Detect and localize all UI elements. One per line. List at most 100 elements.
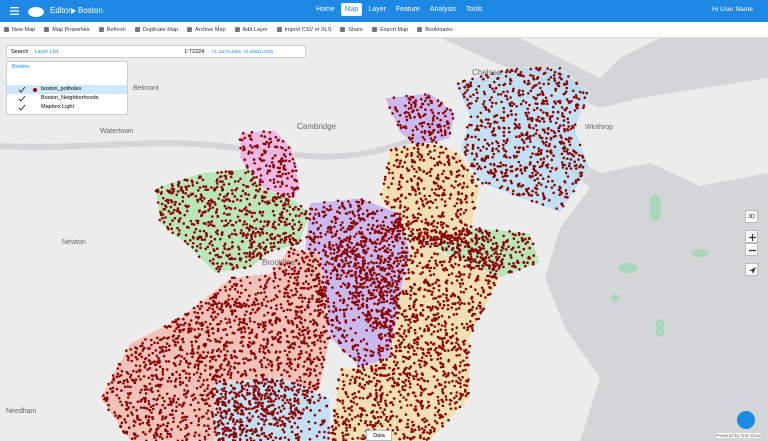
pothole-point[interactable]: [514, 233, 517, 237]
pothole-point[interactable]: [329, 225, 333, 229]
pothole-point[interactable]: [406, 153, 409, 156]
pothole-point[interactable]: [239, 231, 243, 235]
pothole-point[interactable]: [470, 238, 473, 241]
pothole-point[interactable]: [410, 185, 414, 189]
pothole-point[interactable]: [487, 282, 490, 285]
pothole-point[interactable]: [343, 312, 346, 315]
pothole-point[interactable]: [365, 209, 369, 212]
pothole-point[interactable]: [263, 314, 266, 317]
pothole-point[interactable]: [458, 298, 462, 302]
pothole-point[interactable]: [349, 255, 352, 259]
pothole-point[interactable]: [285, 288, 288, 292]
pothole-point[interactable]: [308, 263, 312, 267]
pothole-point[interactable]: [395, 148, 398, 152]
pothole-point[interactable]: [467, 363, 470, 367]
pothole-point[interactable]: [360, 413, 364, 417]
pothole-point[interactable]: [543, 196, 547, 200]
pothole-point[interactable]: [230, 232, 234, 236]
pothole-point[interactable]: [394, 199, 397, 203]
toolbar-button[interactable]: Bookmarks: [417, 27, 453, 33]
pothole-point[interactable]: [540, 148, 543, 152]
pothole-point[interactable]: [562, 124, 565, 127]
pothole-point[interactable]: [357, 208, 361, 212]
pothole-point[interactable]: [246, 233, 249, 236]
pothole-point[interactable]: [341, 334, 344, 338]
pothole-point[interactable]: [363, 383, 367, 387]
pothole-point[interactable]: [333, 410, 337, 413]
pothole-point[interactable]: [287, 171, 291, 175]
pothole-point[interactable]: [278, 174, 282, 178]
pothole-point[interactable]: [361, 407, 364, 410]
pothole-point[interactable]: [363, 421, 367, 425]
pothole-point[interactable]: [317, 297, 321, 301]
pothole-point[interactable]: [335, 412, 339, 416]
pothole-point[interactable]: [487, 279, 491, 282]
pothole-point[interactable]: [357, 352, 360, 355]
pothole-point[interactable]: [502, 247, 505, 250]
pothole-point[interactable]: [272, 178, 276, 181]
pothole-point[interactable]: [261, 210, 265, 214]
pothole-point[interactable]: [544, 96, 548, 100]
app-name[interactable]: Editor: [50, 6, 71, 15]
pothole-point[interactable]: [404, 318, 407, 322]
pothole-point[interactable]: [500, 70, 503, 73]
pothole-point[interactable]: [262, 384, 266, 388]
pothole-point[interactable]: [368, 232, 372, 235]
pothole-point[interactable]: [539, 158, 543, 161]
pothole-point[interactable]: [390, 352, 393, 355]
pothole-point[interactable]: [398, 113, 402, 117]
pothole-point[interactable]: [386, 283, 390, 287]
pothole-point[interactable]: [405, 374, 409, 378]
pothole-point[interactable]: [374, 364, 378, 367]
pothole-point[interactable]: [409, 293, 412, 297]
pothole-point[interactable]: [431, 122, 434, 126]
pothole-point[interactable]: [355, 266, 358, 270]
pothole-point[interactable]: [401, 355, 405, 359]
pothole-point[interactable]: [170, 187, 174, 191]
pothole-point[interactable]: [359, 282, 362, 286]
pothole-point[interactable]: [403, 237, 407, 240]
pothole-point[interactable]: [312, 237, 316, 241]
pothole-point[interactable]: [552, 74, 556, 77]
pothole-point[interactable]: [443, 240, 446, 243]
pothole-point[interactable]: [263, 220, 267, 223]
pothole-point[interactable]: [450, 264, 453, 267]
pothole-point[interactable]: [385, 344, 388, 347]
pothole-point[interactable]: [321, 310, 325, 314]
pothole-point[interactable]: [168, 223, 172, 226]
pothole-point[interactable]: [347, 282, 350, 285]
pothole-point[interactable]: [446, 307, 450, 311]
pothole-point[interactable]: [560, 161, 564, 164]
pothole-point[interactable]: [386, 420, 390, 423]
pothole-point[interactable]: [372, 288, 376, 292]
pothole-point[interactable]: [495, 241, 498, 245]
pothole-point[interactable]: [447, 372, 450, 375]
pothole-point[interactable]: [421, 271, 424, 274]
pothole-point[interactable]: [290, 289, 293, 292]
pothole-point[interactable]: [179, 383, 182, 386]
pothole-point[interactable]: [528, 123, 531, 127]
pothole-point[interactable]: [373, 212, 377, 215]
pothole-point[interactable]: [371, 267, 375, 270]
pothole-point[interactable]: [484, 118, 488, 121]
pothole-point[interactable]: [237, 252, 241, 256]
pothole-point[interactable]: [494, 101, 498, 105]
pothole-point[interactable]: [381, 392, 384, 395]
pothole-point[interactable]: [358, 384, 361, 388]
pothole-point[interactable]: [530, 194, 534, 197]
pothole-point[interactable]: [495, 178, 499, 182]
pothole-point[interactable]: [370, 354, 374, 358]
pothole-point[interactable]: [455, 391, 459, 394]
pothole-point[interactable]: [307, 297, 311, 301]
pothole-point[interactable]: [504, 179, 507, 182]
pothole-point[interactable]: [474, 260, 478, 264]
pothole-point[interactable]: [248, 134, 252, 137]
pothole-point[interactable]: [473, 164, 476, 168]
pothole-point[interactable]: [206, 409, 210, 413]
pothole-point[interactable]: [351, 297, 354, 300]
pothole-point[interactable]: [389, 330, 392, 333]
pothole-point[interactable]: [459, 361, 463, 364]
pothole-point[interactable]: [563, 108, 566, 111]
pothole-point[interactable]: [375, 410, 379, 414]
pothole-point[interactable]: [415, 399, 419, 402]
